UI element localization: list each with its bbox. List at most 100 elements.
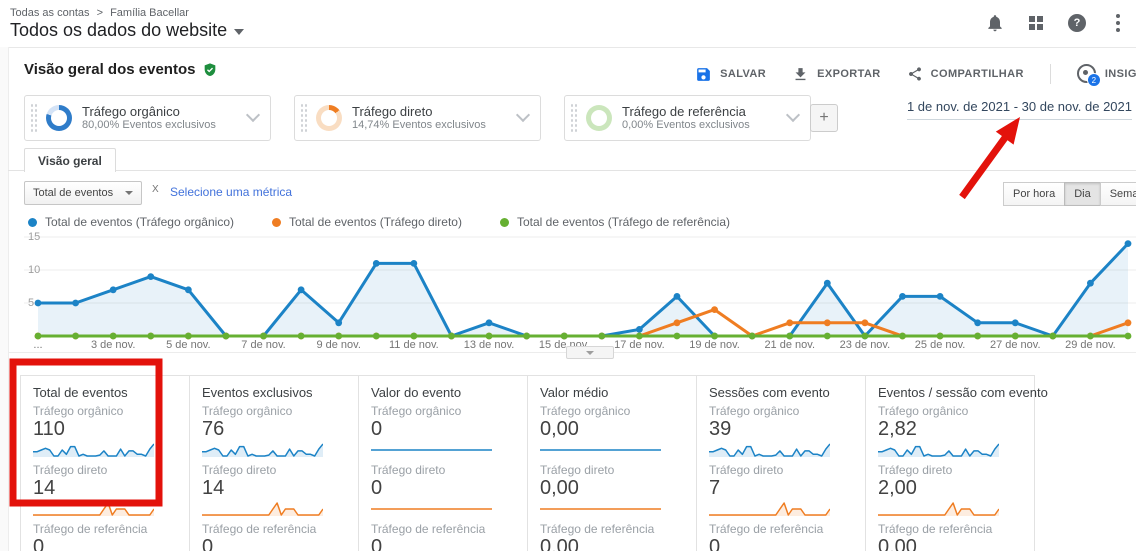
metric-row-label: Tráfego direto [709, 464, 853, 476]
apps-grid-icon[interactable] [1026, 13, 1046, 33]
add-segment-button[interactable]: + [810, 104, 838, 132]
download-icon [792, 66, 809, 83]
metric-dropdown[interactable]: Total de eventos [24, 181, 142, 205]
legend-dot-icon [272, 218, 281, 227]
legend-dot-icon [500, 218, 509, 227]
metric-card[interactable]: Total de eventosTráfego orgânico110Tráfe… [21, 376, 190, 551]
metric-row-label: Tráfego direto [202, 464, 346, 476]
legend-label: Total de eventos (Tráfego direto) [289, 215, 462, 229]
metric-row-label: Tráfego orgânico [878, 405, 1022, 417]
metric-card-row: Tráfego direto 7 [709, 464, 853, 517]
report-title-row: Visão geral dos eventos [24, 61, 218, 78]
metric-card[interactable]: Eventos / sessão com eventoTráfego orgân… [866, 376, 1035, 551]
metric-row-value: 0 [371, 419, 515, 439]
svg-text:19 de nov.: 19 de nov. [689, 339, 740, 351]
page-title: Visão geral dos eventos [24, 61, 195, 78]
metric-row-label: Tráfego orgânico [709, 405, 853, 417]
more-menu-kebab-icon[interactable] [1108, 13, 1128, 33]
save-icon [695, 66, 712, 83]
metric-row-value: 76 [202, 419, 346, 439]
drag-handle-icon[interactable] [570, 103, 577, 133]
granularity-button-semana[interactable]: Semana [1100, 182, 1136, 206]
segment-card[interactable]: Tráfego de referência0,00% Eventos exclu… [564, 95, 811, 141]
metric-card[interactable]: Sessões com eventoTráfego orgânico39Tráf… [697, 376, 866, 551]
metric-row-value: 7 [709, 478, 853, 498]
help-icon[interactable]: ? [1067, 13, 1087, 33]
chevron-down-icon[interactable] [786, 108, 800, 122]
metric-card-title: Eventos exclusivos [202, 386, 346, 399]
segment-card[interactable]: Tráfego direto14,74% Eventos exclusivos [294, 95, 541, 141]
metric-card-title: Valor médio [540, 386, 684, 399]
metric-row-value: 0,00 [540, 537, 684, 551]
metric-cards-row: Total de eventosTráfego orgânico110Tráfe… [20, 375, 1035, 551]
sparkline-chart [371, 442, 492, 458]
drag-handle-icon[interactable] [30, 103, 37, 133]
chevron-down-icon[interactable] [246, 108, 260, 122]
property-selector[interactable]: Todos os dados do website [10, 20, 244, 41]
granularity-button-dia[interactable]: Dia [1064, 182, 1101, 206]
segment-title: Tráfego de referência [622, 104, 750, 119]
svg-text:5: 5 [28, 297, 34, 309]
segment-title: Tráfego direto [352, 104, 486, 119]
metric-row-label: Tráfego orgânico [540, 405, 684, 417]
segment-subtitle: 14,74% Eventos exclusivos [352, 119, 486, 132]
segment-subtitle: 80,00% Eventos exclusivos [82, 119, 216, 132]
sparkline-chart [709, 442, 830, 458]
metric-row-value: 0,00 [540, 478, 684, 498]
tab-visao-geral[interactable]: Visão geral [24, 148, 116, 172]
insights-button[interactable]: 2 INSIGHTS [1077, 64, 1136, 84]
metric-row-label: Tráfego direto [33, 464, 177, 476]
segment-card[interactable]: Tráfego orgânico80,00% Eventos exclusivo… [24, 95, 271, 141]
export-button[interactable]: EXPORTAR [792, 66, 881, 83]
date-range-selector[interactable]: 1 de nov. de 2021 - 30 de nov. de 2021 [907, 99, 1132, 120]
metric-card-row: Tráfego orgânico76 [202, 405, 346, 458]
metric-row-value: 14 [33, 478, 177, 498]
svg-text:5 de nov.: 5 de nov. [166, 339, 210, 351]
segment-title: Tráfego orgânico [82, 104, 216, 119]
segment-donut-chart [586, 105, 612, 131]
remove-metric-button[interactable]: X [152, 184, 159, 195]
insights-icon: 2 [1077, 64, 1097, 84]
share-button[interactable]: COMPARTILHAR [907, 66, 1024, 82]
svg-text:13 de nov.: 13 de nov. [464, 339, 515, 351]
breadcrumb-all-accounts[interactable]: Todas as contas [10, 7, 90, 19]
metric-row-label: Tráfego direto [371, 464, 515, 476]
chevron-down-icon[interactable] [516, 108, 530, 122]
metric-card[interactable]: Eventos exclusivos Tráfego orgânico76 Tráf… [190, 376, 359, 551]
svg-text:17 de nov.: 17 de nov. [614, 339, 665, 351]
metric-card-title: Valor do evento [371, 386, 515, 399]
metric-row-value: 0,00 [878, 537, 1022, 551]
granularity-button-por-hora[interactable]: Por hora [1003, 182, 1065, 206]
metric-row-label: Tráfego orgânico [371, 405, 515, 417]
save-button[interactable]: SALVAR [695, 66, 766, 83]
chevron-down-icon [234, 29, 244, 35]
metric-card-row: Tráfego direto14 [202, 464, 346, 517]
segment-subtitle: 0,00% Eventos exclusivos [622, 119, 750, 132]
notifications-bell-icon[interactable] [985, 13, 1005, 33]
metric-card[interactable]: Valor do evento Tráfego orgânico 0 Tráfego … [359, 376, 528, 551]
metric-row-value: 0,00 [540, 419, 684, 439]
metric-row-value: 2,82 [878, 419, 1022, 439]
breadcrumb-separator: > [97, 7, 103, 19]
header-icons: ? [985, 13, 1128, 33]
insights-badge: 2 [1087, 73, 1101, 87]
metric-card-title: Sessões com evento [709, 386, 853, 399]
drag-handle-icon[interactable] [300, 103, 307, 133]
toolbar-divider [1050, 64, 1051, 84]
legend-item: Total de eventos (Tráfego direto) [272, 215, 462, 229]
svg-text:...: ... [33, 339, 42, 351]
metric-card[interactable]: Valor médioTráfego orgânico0,00Tráfego d… [528, 376, 697, 551]
metric-row-label: Tráfego de referência [371, 523, 515, 535]
select-metric-link[interactable]: Selecione uma métrica [170, 185, 292, 199]
metric-row-label: Tráfego direto [878, 464, 1022, 476]
breadcrumb-account[interactable]: Família Bacellar [110, 7, 189, 19]
app-header: Todas as contas > Família Bacellar Todos… [0, 0, 1136, 48]
legend-item: Total de eventos (Tráfego orgânico) [28, 215, 234, 229]
sparkline-chart [540, 442, 661, 458]
chart-collapse-button[interactable] [566, 346, 614, 359]
segment-donut-chart [46, 105, 72, 131]
metric-row-value: 0 [709, 537, 853, 551]
metric-row-label: Tráfego de referência [878, 523, 1022, 535]
ga-events-overview-page: Todas as contas > Família Bacellar Todos… [0, 0, 1136, 551]
metric-row-value: 2,00 [878, 478, 1022, 498]
